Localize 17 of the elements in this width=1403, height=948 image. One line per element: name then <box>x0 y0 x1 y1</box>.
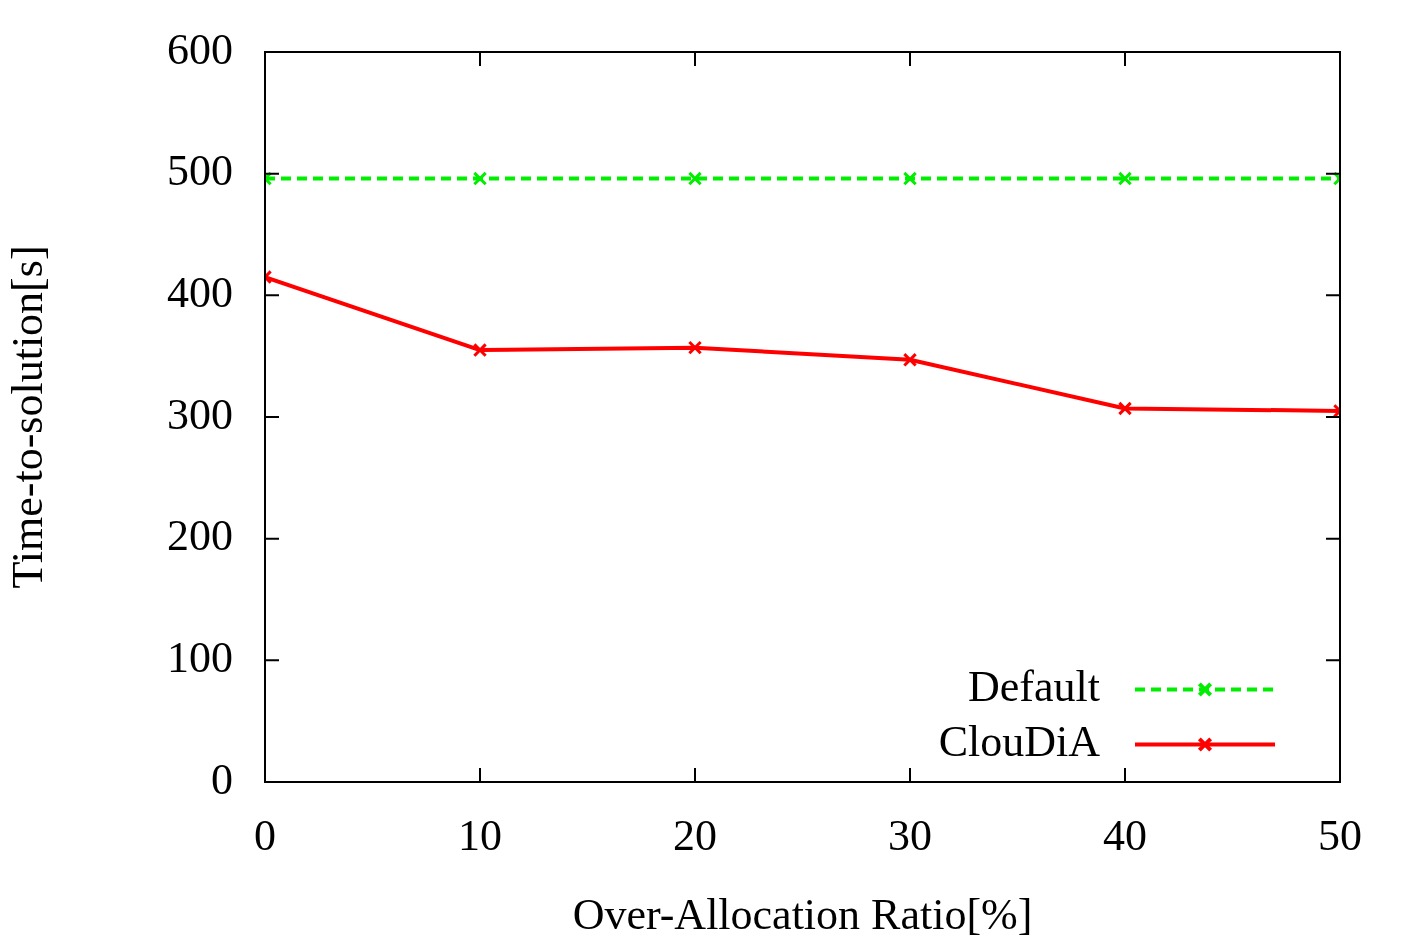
x-tick-label: 40 <box>1103 810 1147 860</box>
x-tick-label: 10 <box>458 810 502 860</box>
x-axis-title: Over-Allocation Ratio[%] <box>572 890 1033 940</box>
legend-label: ClouDiA <box>938 717 1101 767</box>
x-tick-label: 50 <box>1318 810 1362 860</box>
x-tick-label: 0 <box>254 810 276 860</box>
y-tick-label: 500 <box>167 146 233 196</box>
x-tick-label: 20 <box>673 810 717 860</box>
y-tick-label: 600 <box>167 24 233 74</box>
y-tick-label: 400 <box>167 267 233 317</box>
y-tick-label: 0 <box>211 754 233 804</box>
y-tick-label: 200 <box>167 511 233 561</box>
y-axis-title: Time-to-solution[s] <box>2 245 52 589</box>
legend-label: Default <box>968 662 1100 712</box>
x-tick-label: 30 <box>888 810 932 860</box>
y-tick-label: 100 <box>167 632 233 682</box>
y-tick-label: 300 <box>167 389 233 439</box>
